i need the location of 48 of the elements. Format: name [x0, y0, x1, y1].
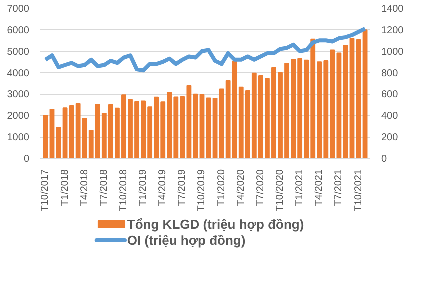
x-tick-label: T7/2021 [334, 169, 345, 206]
x-tick-label: T7/2020 [255, 169, 266, 206]
bar [343, 45, 348, 158]
x-tick-label: T1/2018 [60, 169, 71, 206]
x-tick-label: T1/2019 [138, 169, 150, 206]
y2-tick-label: 1400 [382, 4, 404, 15]
y2-tick-label: 1000 [382, 46, 404, 58]
y-tick-label: 7000 [7, 4, 30, 15]
y-tick-label: 0 [24, 154, 30, 165]
x-tick-label: T1/2020 [216, 169, 228, 206]
y2-tick-label: 1200 [382, 25, 404, 36]
x-tick-label: T10/2017 [40, 169, 52, 212]
x-tick-label: T1/2021 [294, 169, 306, 206]
y-tick-label: 6000 [7, 25, 30, 36]
bar [350, 38, 355, 158]
x-tick-label: T10/2020 [275, 169, 286, 212]
x-tick-label: T4/2019 [158, 169, 169, 206]
y2-tick-label: 0 [382, 154, 388, 165]
bar [193, 94, 198, 158]
x-tick-label: T10/2019 [196, 169, 208, 212]
bar [62, 108, 68, 158]
x-tick-label: T7/2018 [98, 169, 110, 206]
y2-tick-label: 200 [382, 132, 399, 144]
x-tick-label: T4/2021 [314, 169, 326, 206]
legend-label: OI (triệu hợp đồng) [127, 233, 246, 248]
bar [200, 94, 205, 158]
y-tick-label: 5000 [7, 46, 30, 58]
x-tick-label: T7/2019 [177, 169, 188, 206]
x-tick-label: T4/2018 [79, 169, 90, 206]
y-tick-label: 1000 [7, 132, 30, 144]
bar [56, 127, 62, 158]
legend-label: Tổng KLGD (triệu hợp đồng) [127, 217, 304, 232]
y-tick-label: 4000 [7, 68, 30, 80]
y-tick-label: 3000 [7, 90, 30, 101]
y-tick-label: 2000 [7, 111, 30, 122]
y2-tick-label: 400 [382, 111, 399, 122]
x-tick-label: T10/2018 [118, 169, 130, 212]
bar [43, 115, 48, 158]
bar [362, 30, 368, 158]
y2-tick-label: 600 [382, 90, 399, 101]
bar [356, 40, 362, 158]
bar [50, 109, 55, 158]
bar [212, 98, 218, 158]
x-tick-label: T4/2020 [236, 169, 247, 206]
y2-tick-label: 800 [382, 68, 399, 80]
bar [206, 98, 212, 158]
line-series [44, 26, 368, 73]
x-tick-label: T10/2021 [353, 169, 364, 212]
